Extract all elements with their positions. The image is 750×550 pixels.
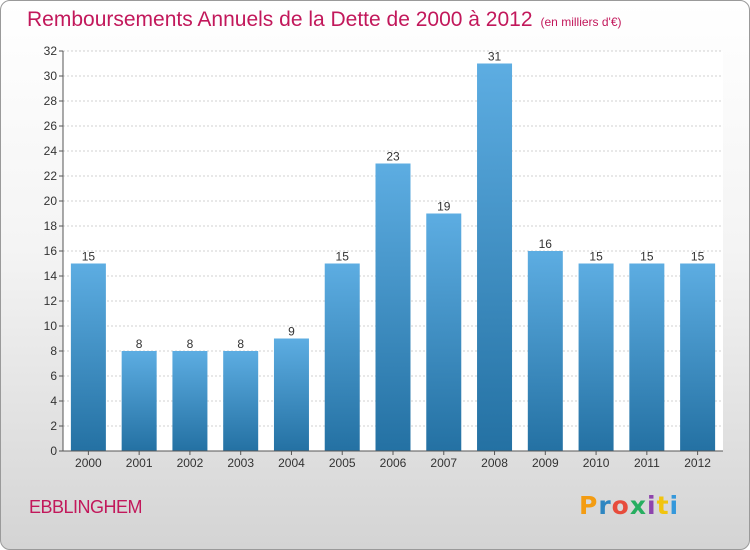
y-tick-label: 32: [44, 44, 58, 58]
data-label: 8: [187, 337, 194, 351]
bar-2010: [578, 263, 614, 451]
logo-letter: P: [579, 491, 599, 520]
y-tick-label: 8: [50, 344, 57, 358]
y-tick-label: 6: [50, 369, 57, 383]
y-tick-label: 20: [44, 194, 58, 208]
x-tick-label: 2003: [227, 456, 254, 470]
logo-letter: x: [629, 491, 647, 520]
data-label: 31: [488, 50, 502, 64]
y-tick-label: 0: [50, 444, 57, 458]
y-tick-label: 30: [44, 69, 58, 83]
data-label: 8: [136, 337, 143, 351]
y-tick-label: 14: [44, 269, 58, 283]
data-label: 15: [589, 250, 603, 264]
bar-2004: [273, 338, 309, 451]
x-tick-label: 2002: [177, 456, 204, 470]
y-tick-label: 4: [50, 394, 57, 408]
chart-title: Remboursements Annuels de la Dette de 20…: [27, 8, 622, 32]
bar-2008: [477, 63, 513, 451]
logo-letter: o: [611, 491, 630, 520]
bar-2005: [324, 263, 360, 451]
y-tick-label: 10: [44, 319, 58, 333]
bar-2000: [70, 263, 106, 451]
proxiti-logo[interactable]: Proxiti: [579, 491, 679, 520]
data-label: 8: [237, 337, 244, 351]
y-tick-label: 26: [44, 119, 58, 133]
data-label: 15: [336, 250, 350, 264]
data-label: 15: [640, 250, 654, 264]
data-label: 9: [288, 325, 295, 339]
x-tick-label: 2001: [126, 456, 153, 470]
x-tick-label: 2006: [380, 456, 407, 470]
y-tick-label: 12: [44, 294, 58, 308]
chart-subtitle: (en milliers d'€): [540, 15, 622, 29]
commune-name: EBBLINGHEM: [29, 497, 143, 517]
data-label: 15: [691, 250, 705, 264]
x-tick-label: 2004: [278, 456, 305, 470]
bars: 15 8 8 8 9 15 23 19 31 16 15 15 15: [70, 50, 716, 451]
y-tick-label: 16: [44, 244, 58, 258]
y-tick-label: 18: [44, 219, 58, 233]
logo-letter: i: [647, 491, 657, 520]
bar-2006: [375, 163, 411, 451]
data-label: 15: [82, 250, 96, 264]
data-label: 16: [539, 237, 553, 251]
y-tick-label: 28: [44, 94, 58, 108]
logo-letter: r: [598, 491, 612, 520]
x-tick-label: 2007: [430, 456, 457, 470]
y-tick-label: 22: [44, 169, 58, 183]
x-tick-label: 2011: [634, 456, 660, 470]
x-tick-label: 2008: [481, 456, 508, 470]
y-tick-label: 24: [44, 144, 58, 158]
chart-title-text: Remboursements Annuels de la Dette de 20…: [27, 8, 533, 31]
bar-2001: [121, 351, 157, 451]
bar-2012: [680, 263, 716, 451]
y-tick-label: 2: [50, 419, 57, 433]
x-tick-label: 2000: [75, 456, 102, 470]
data-label: 23: [386, 150, 400, 164]
logo-letter: i: [669, 491, 680, 520]
x-tick-label: 2010: [583, 456, 610, 470]
bar-2009: [527, 251, 563, 451]
x-tick-label: 2012: [684, 456, 711, 470]
x-tick-label: 2009: [532, 456, 559, 470]
bar-2007: [426, 213, 462, 451]
bar-2011: [629, 263, 665, 451]
bar-2002: [172, 351, 208, 451]
x-tick-label: 2005: [329, 456, 356, 470]
bar-2003: [223, 351, 259, 451]
logo-letter: t: [656, 491, 670, 520]
data-label: 19: [437, 200, 451, 214]
